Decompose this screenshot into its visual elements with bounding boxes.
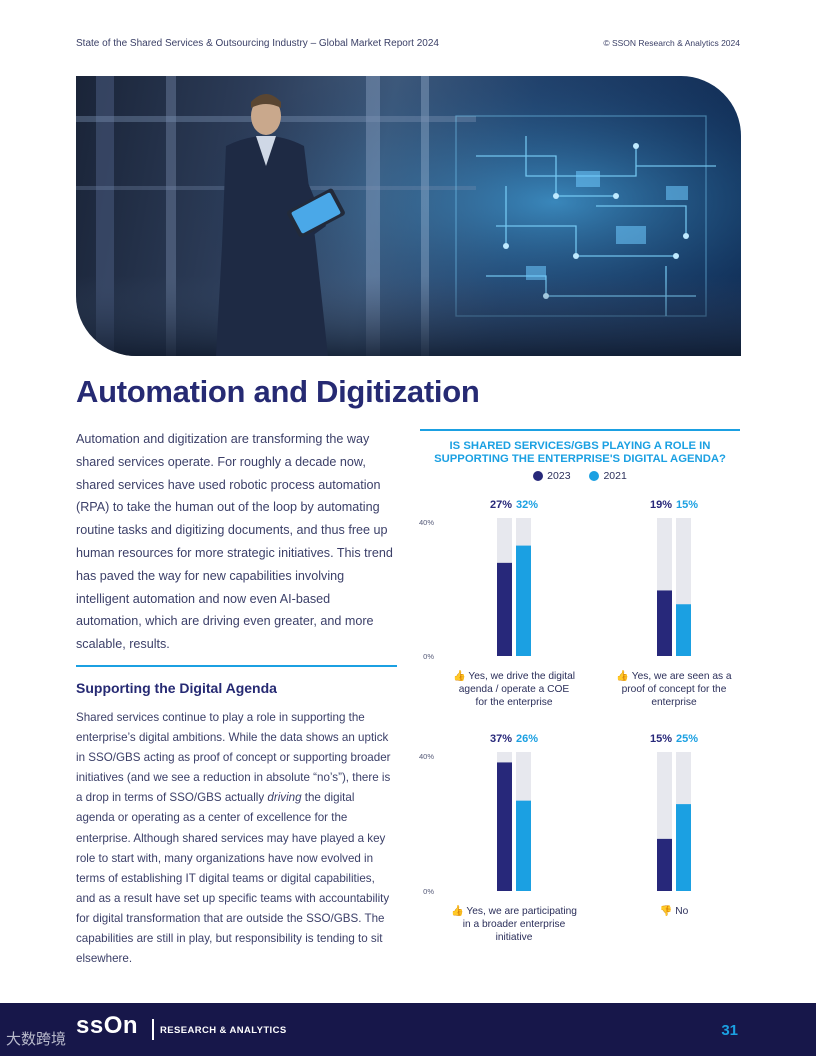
- section-body: Shared services continue to play a role …: [76, 708, 396, 969]
- category-label: 👍 Yes, we drive the digital: [453, 669, 575, 682]
- bar-2023: [497, 562, 512, 656]
- data-label-2021: 32%: [516, 499, 538, 511]
- hero-image: [76, 76, 741, 356]
- section-divider: [76, 665, 397, 667]
- chart-legend: 2023 2021: [420, 470, 740, 484]
- category-label-line: Yes, we drive the digital: [468, 671, 575, 682]
- category-label: agenda / operate a COE: [459, 684, 570, 695]
- page-number: 31: [721, 1022, 738, 1039]
- thumbs-up-icon: 👍: [616, 669, 631, 682]
- bar-2021: [516, 800, 531, 891]
- thumbs-up-icon: 👍: [451, 904, 466, 917]
- category-label: for the enterprise: [475, 697, 552, 708]
- category-label: 👍 Yes, we are seen as a: [616, 669, 732, 682]
- bar-2021: [676, 804, 691, 891]
- category-label-line: initiative: [496, 932, 533, 943]
- logo-divider: [152, 1019, 154, 1040]
- category-label-line: No: [675, 906, 688, 917]
- category-label-line: enterprise: [651, 697, 697, 708]
- intro-paragraph: Automation and digitization are transfor…: [76, 432, 393, 652]
- header-copyright: © SSON Research & Analytics 2024: [603, 38, 740, 48]
- section-body-text-end: the digital agenda or operating as a cen…: [76, 791, 390, 966]
- bar-chart: 40% 0% 40% 0% 27% 32% 👍 Yes, we drive the digi…: [419, 499, 732, 943]
- data-label-2021: 15%: [676, 499, 698, 511]
- category-label-line: proof of concept for the: [622, 684, 727, 695]
- data-label-2021: 26%: [516, 733, 538, 745]
- bar-2023: [497, 762, 512, 891]
- footer-bar: [0, 1003, 816, 1056]
- y-tick-label-zero: 0%: [423, 652, 434, 661]
- data-label-2023: 19%: [650, 499, 672, 511]
- category-label: 👎 No: [660, 905, 689, 917]
- legend-label-2021: 2021: [603, 470, 627, 482]
- data-label-2023: 15%: [650, 733, 672, 745]
- sson-logo: ssOn: [76, 1012, 139, 1039]
- footer-label: RESEARCH & ANALYTICS: [160, 1025, 287, 1036]
- y-tick-label-zero: 0%: [423, 887, 434, 896]
- legend-dot-2021: [589, 471, 600, 481]
- y-tick-label-top: 40%: [419, 752, 434, 761]
- legend-item-2021: 2021: [589, 470, 627, 482]
- bar-2023: [657, 590, 672, 656]
- category-label-line: Yes, we are participating: [466, 906, 577, 917]
- thumbs-up-icon: 👍: [453, 669, 468, 682]
- page-title: Automation and Digitization: [76, 374, 480, 409]
- data-label-2023: 27%: [490, 499, 512, 511]
- chart-title: IS SHARED SERVICES/GBS PLAYING A ROLE IN…: [434, 440, 726, 465]
- category-label: initiative: [496, 932, 533, 943]
- section-heading: Supporting the Digital Agenda: [76, 680, 277, 696]
- section-body-emphasis: driving: [267, 791, 302, 805]
- legend-label-2023: 2023: [547, 470, 571, 482]
- category-label: 👍 Yes, we are participating: [451, 904, 577, 917]
- legend-dot-2023: [533, 471, 544, 481]
- category-label-line: agenda / operate a COE: [459, 684, 570, 695]
- bar-2021: [676, 604, 691, 656]
- bar-2021: [516, 545, 531, 656]
- y-tick-label-top: 40%: [419, 518, 434, 527]
- category-label-line: Yes, we are seen as a: [632, 671, 732, 682]
- category-label: proof of concept for the: [622, 684, 727, 695]
- bar-2023: [657, 838, 672, 891]
- category-label-line: in a broader enterprise: [463, 919, 566, 930]
- watermark: 大数跨境: [6, 1031, 67, 1048]
- category-label: in a broader enterprise: [463, 919, 566, 930]
- category-label: enterprise: [651, 697, 697, 708]
- header-report-title: State of the Shared Services & Outsourci…: [76, 38, 439, 49]
- category-label-line: for the enterprise: [475, 697, 552, 708]
- section-body-text: Shared services continue to play a role …: [76, 711, 391, 805]
- data-label-2023: 37%: [490, 733, 512, 745]
- hero-illustration: [76, 76, 741, 356]
- person-silhouette: [216, 94, 345, 356]
- data-label-2021: 25%: [676, 733, 698, 745]
- legend-item-2023: 2023: [533, 470, 571, 482]
- chart-top-rule: [420, 429, 740, 431]
- thumbs-down-icon: 👎: [660, 905, 676, 917]
